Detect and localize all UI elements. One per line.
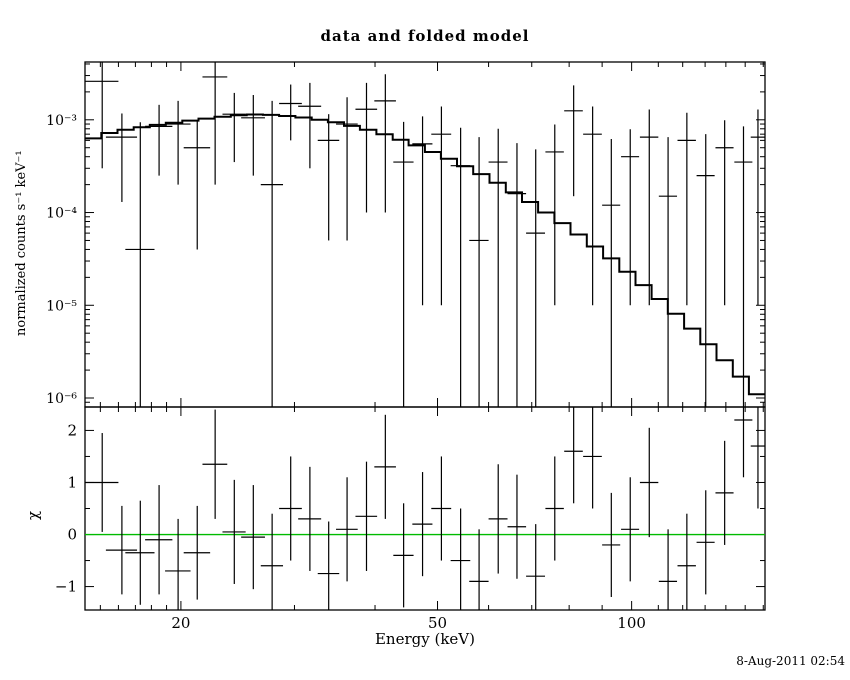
svg-text:10⁻⁵: 10⁻⁵ <box>46 298 77 314</box>
timestamp: 8-Aug-2011 02:54 <box>736 654 845 668</box>
model-line <box>85 113 765 396</box>
svg-text:10⁻³: 10⁻³ <box>46 113 77 129</box>
svg-text:2: 2 <box>67 421 77 439</box>
svg-text:10⁻⁴: 10⁻⁴ <box>46 206 77 222</box>
svg-text:100: 100 <box>617 614 646 632</box>
svg-text:−1: −1 <box>55 578 77 596</box>
svg-text:50: 50 <box>428 614 447 632</box>
residual-data <box>85 407 765 610</box>
svg-text:0: 0 <box>67 526 77 544</box>
y-axis-label-bottom: χ <box>24 510 42 520</box>
tick-labels: 20 50 100 10⁻³ 10⁻⁴ 10⁻⁵ 10⁻⁶ 2 1 0 −1 <box>46 113 646 632</box>
svg-text:20: 20 <box>171 614 190 632</box>
y-axis-label-top: normalized counts s⁻¹ keV⁻¹ <box>14 150 29 336</box>
svg-text:10⁻⁶: 10⁻⁶ <box>46 391 77 407</box>
spectrum-data <box>85 62 765 407</box>
chart-title: data and folded model <box>320 27 530 45</box>
x-axis-label: Energy (keV) <box>374 630 475 648</box>
svg-text:1: 1 <box>67 473 77 491</box>
